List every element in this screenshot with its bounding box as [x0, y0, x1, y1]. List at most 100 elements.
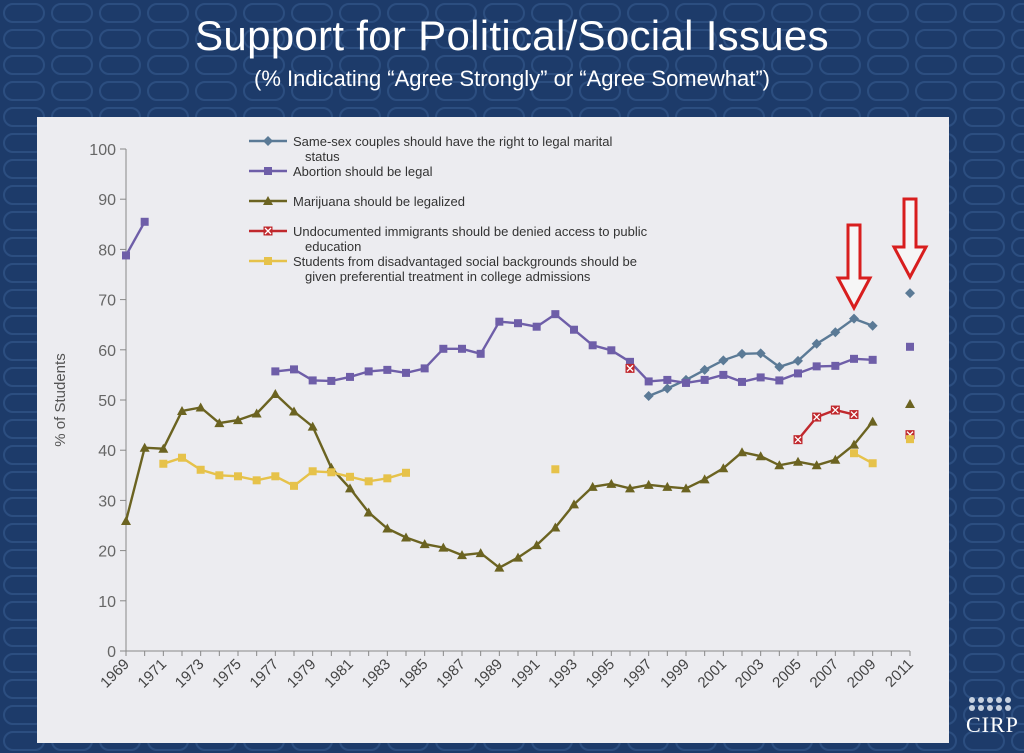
data-point — [681, 483, 691, 493]
legend-item-1: Abortion should be legal — [249, 164, 433, 179]
y-tick-label: 10 — [98, 594, 116, 611]
x-tick-label: 1979 — [284, 656, 320, 692]
data-point — [906, 342, 914, 351]
data-point — [383, 474, 392, 483]
legend-marker — [263, 136, 273, 146]
legend-item-3: Undocumented immigrants should be denied… — [249, 224, 648, 254]
logo-text: CIRP — [966, 712, 1019, 737]
data-point — [737, 447, 747, 457]
data-point — [363, 507, 374, 517]
data-point — [756, 373, 765, 382]
data-point — [419, 539, 430, 549]
y-tick-label: 0 — [107, 644, 116, 661]
data-point — [159, 459, 168, 468]
data-point — [458, 344, 466, 353]
data-point — [420, 364, 429, 373]
data-point — [551, 310, 560, 319]
data-point — [513, 552, 523, 562]
data-point — [570, 325, 578, 334]
data-point — [867, 320, 878, 331]
legend-label-line: Marijuana should be legalized — [293, 194, 465, 209]
cirp-logo-dots — [969, 697, 1011, 711]
data-point — [121, 515, 131, 525]
data-point — [737, 348, 747, 359]
data-point — [606, 478, 617, 488]
x-tick-label: 1969 — [97, 656, 133, 692]
x-tick-label: 2003 — [732, 656, 768, 692]
slide-title: Support for Political/Social Issues — [195, 12, 829, 59]
legend-marker — [264, 257, 272, 265]
data-point — [905, 399, 915, 409]
data-point — [308, 467, 317, 476]
annotation-arrow-0 — [835, 223, 873, 312]
legend-label-line: Same-sex couples should have the right t… — [293, 134, 613, 149]
data-point — [793, 355, 803, 366]
x-tick-label: 2009 — [844, 656, 880, 692]
data-point — [867, 416, 878, 426]
x-tick-label: 1989 — [471, 656, 507, 692]
series-4 — [159, 435, 914, 490]
data-point — [663, 375, 672, 384]
data-point — [643, 390, 654, 401]
data-point — [850, 449, 858, 458]
data-point — [475, 548, 486, 558]
data-point — [699, 474, 710, 484]
annotation-arrow-1 — [891, 197, 929, 281]
y-tick-label: 70 — [98, 293, 116, 310]
data-point — [290, 481, 298, 490]
data-point — [774, 460, 785, 470]
legend-label: Students from disadvantaged social backg… — [293, 254, 637, 284]
data-point — [569, 499, 579, 509]
data-point — [271, 367, 280, 376]
data-point — [774, 361, 785, 372]
data-point — [327, 468, 336, 477]
data-point — [830, 327, 841, 338]
data-point — [775, 376, 784, 385]
data-point — [364, 477, 373, 486]
data-point — [831, 361, 840, 370]
data-point — [643, 479, 654, 489]
data-point — [905, 288, 915, 299]
data-point — [699, 364, 710, 375]
x-tick-label: 1993 — [545, 656, 581, 692]
data-point — [850, 354, 858, 363]
data-point — [270, 388, 281, 398]
legend-marker — [264, 167, 272, 175]
x-tick-label: 2005 — [769, 656, 805, 692]
data-point — [457, 550, 467, 560]
x-tick-label: 1983 — [359, 656, 395, 692]
data-point — [682, 378, 690, 387]
data-point — [139, 442, 150, 452]
series-1 — [122, 217, 914, 387]
y-tick-label: 20 — [98, 544, 116, 561]
series-3 — [625, 363, 915, 445]
data-point — [755, 451, 766, 461]
legend-label-line: education — [305, 239, 361, 254]
data-point — [532, 322, 541, 331]
data-point — [811, 460, 822, 470]
x-tick-label: 1985 — [396, 656, 432, 692]
x-tick-label: 1971 — [135, 656, 171, 692]
y-tick-label: 80 — [98, 242, 116, 259]
legend-label: Marijuana should be legalized — [293, 194, 465, 209]
data-point — [158, 443, 169, 453]
x-tick-label: 1997 — [620, 656, 656, 692]
data-point — [587, 481, 598, 491]
data-point — [849, 313, 859, 324]
data-point — [793, 456, 803, 466]
data-point — [178, 453, 186, 462]
legend-marker-cross — [264, 227, 272, 235]
data-point — [251, 408, 262, 418]
slide-subtitle: (% Indicating “Agree Strongly” or “Agree… — [254, 66, 770, 91]
data-point — [868, 355, 877, 364]
data-point — [495, 317, 504, 326]
data-point — [531, 540, 542, 550]
data-point — [811, 338, 822, 349]
data-point — [308, 376, 317, 385]
data-point-cross — [794, 436, 802, 444]
data-point — [662, 481, 673, 491]
data-point — [345, 483, 355, 493]
legend-label-line: Undocumented immigrants should be denied… — [293, 224, 648, 239]
data-point — [514, 319, 522, 328]
data-point — [214, 418, 225, 428]
